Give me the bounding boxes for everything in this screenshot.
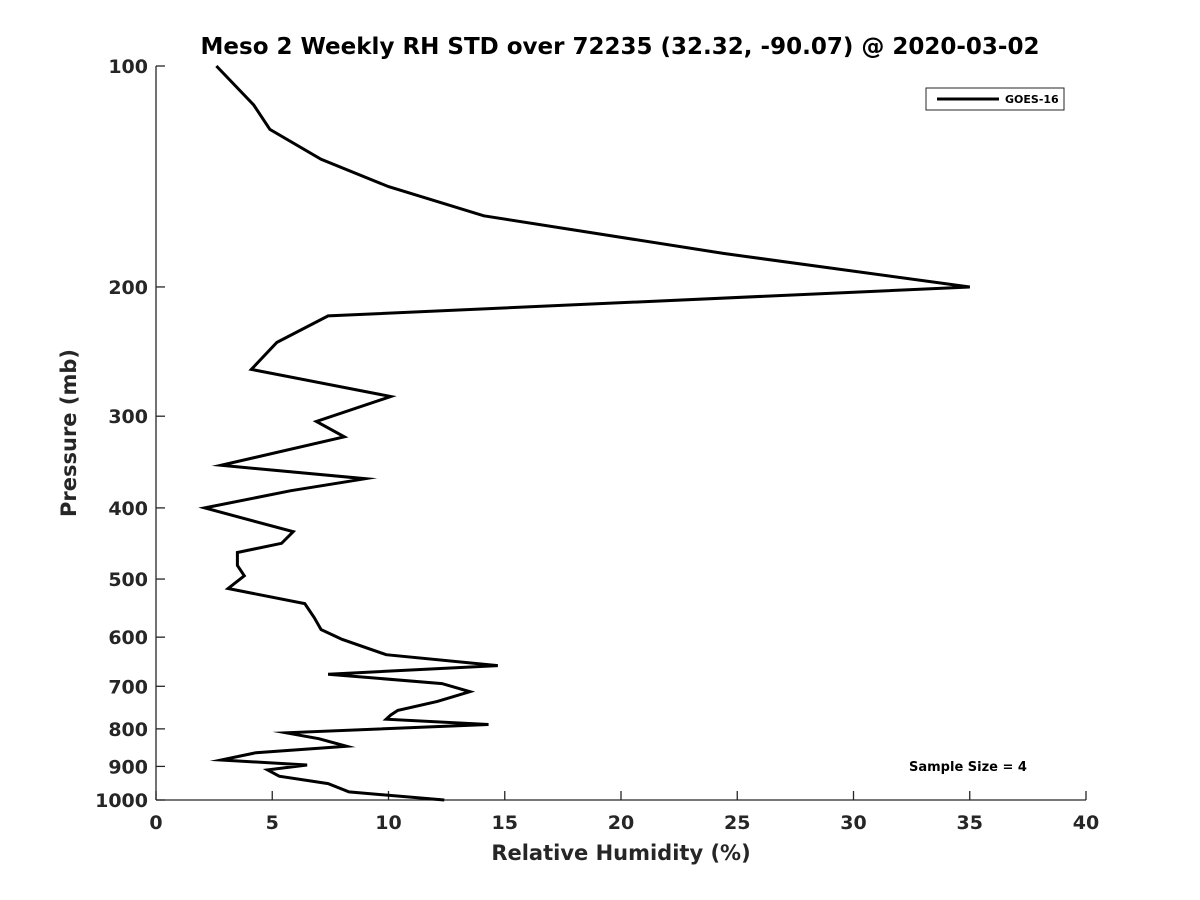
y-tick-label: 600 xyxy=(108,627,148,649)
x-ticks: 0 5 10 15 20 25 30 35 40 xyxy=(149,791,1099,834)
y-tick-label: 1000 xyxy=(95,790,148,812)
y-tick-label: 500 xyxy=(108,569,148,591)
y-axis-title: Pressure (mb) xyxy=(57,349,81,517)
x-tick-label: 35 xyxy=(957,812,983,834)
y-tick-label: 300 xyxy=(108,406,148,428)
y-tick-label: 900 xyxy=(108,756,148,778)
chart-title: Meso 2 Weekly RH STD over 72235 (32.32, … xyxy=(201,34,1040,60)
y-tick-label: 700 xyxy=(108,676,148,698)
x-tick-label: 15 xyxy=(492,812,518,834)
x-tick-label: 0 xyxy=(149,812,162,834)
x-tick-label: 30 xyxy=(840,812,866,834)
y-tick-label: 200 xyxy=(108,277,148,299)
y-tick-label: 400 xyxy=(108,498,148,520)
x-tick-label: 5 xyxy=(266,812,279,834)
x-tick-label: 20 xyxy=(608,812,634,834)
y-ticks: 100 200 300 400 500 600 700 800 900 1000 xyxy=(95,56,165,812)
y-tick-label: 100 xyxy=(108,56,148,78)
legend-label-goes-16: GOES-16 xyxy=(1005,93,1059,106)
axes xyxy=(155,66,1086,801)
sample-size-annotation: Sample Size = 4 xyxy=(909,760,1027,775)
legend: GOES-16 xyxy=(925,87,1065,111)
y-tick-label: 800 xyxy=(108,719,148,741)
x-axis-title: Relative Humidity (%) xyxy=(491,841,750,865)
series-layer xyxy=(198,64,971,802)
x-tick-label: 10 xyxy=(375,812,401,834)
x-tick-label: 25 xyxy=(724,812,750,834)
series-line-goes-16 xyxy=(198,64,971,802)
x-tick-label: 40 xyxy=(1073,812,1099,834)
